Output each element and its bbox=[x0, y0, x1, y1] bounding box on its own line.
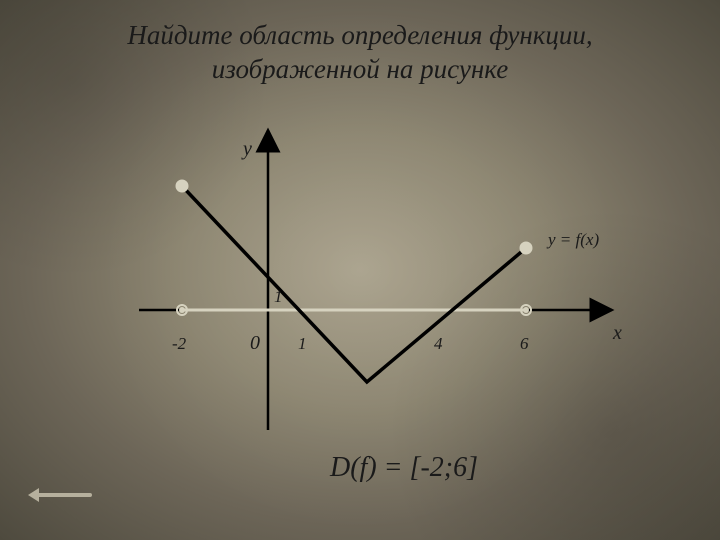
chart-label-origin: 0 bbox=[250, 332, 260, 355]
chart-label-tick_1x: 1 bbox=[298, 334, 307, 354]
title-line-1: Найдите область определения функции, bbox=[0, 18, 720, 52]
arrow-shaft bbox=[37, 493, 92, 497]
slide-page: Найдите область определения функции, изо… bbox=[0, 0, 720, 540]
slide-title: Найдите область определения функции, изо… bbox=[0, 18, 720, 86]
chart-label-tick_m2: -2 bbox=[172, 334, 186, 354]
back-arrow-button[interactable] bbox=[28, 488, 92, 502]
chart-label-fn: y = f(x) bbox=[548, 230, 599, 250]
chart-label-x_axis: x bbox=[613, 322, 622, 345]
chart-label-y_axis: y bbox=[243, 138, 252, 161]
chart-label-tick_1y: 1 bbox=[274, 287, 283, 307]
chart-label-tick_4: 4 bbox=[434, 334, 443, 354]
chart-label-tick_6: 6 bbox=[520, 334, 529, 354]
chart-labels: x y 0 1 1 -2 4 6 y = f(x) bbox=[130, 110, 630, 440]
title-line-2: изображенной на рисунке bbox=[0, 52, 720, 86]
answer-text: D(f) = [-2;6] bbox=[330, 452, 478, 484]
